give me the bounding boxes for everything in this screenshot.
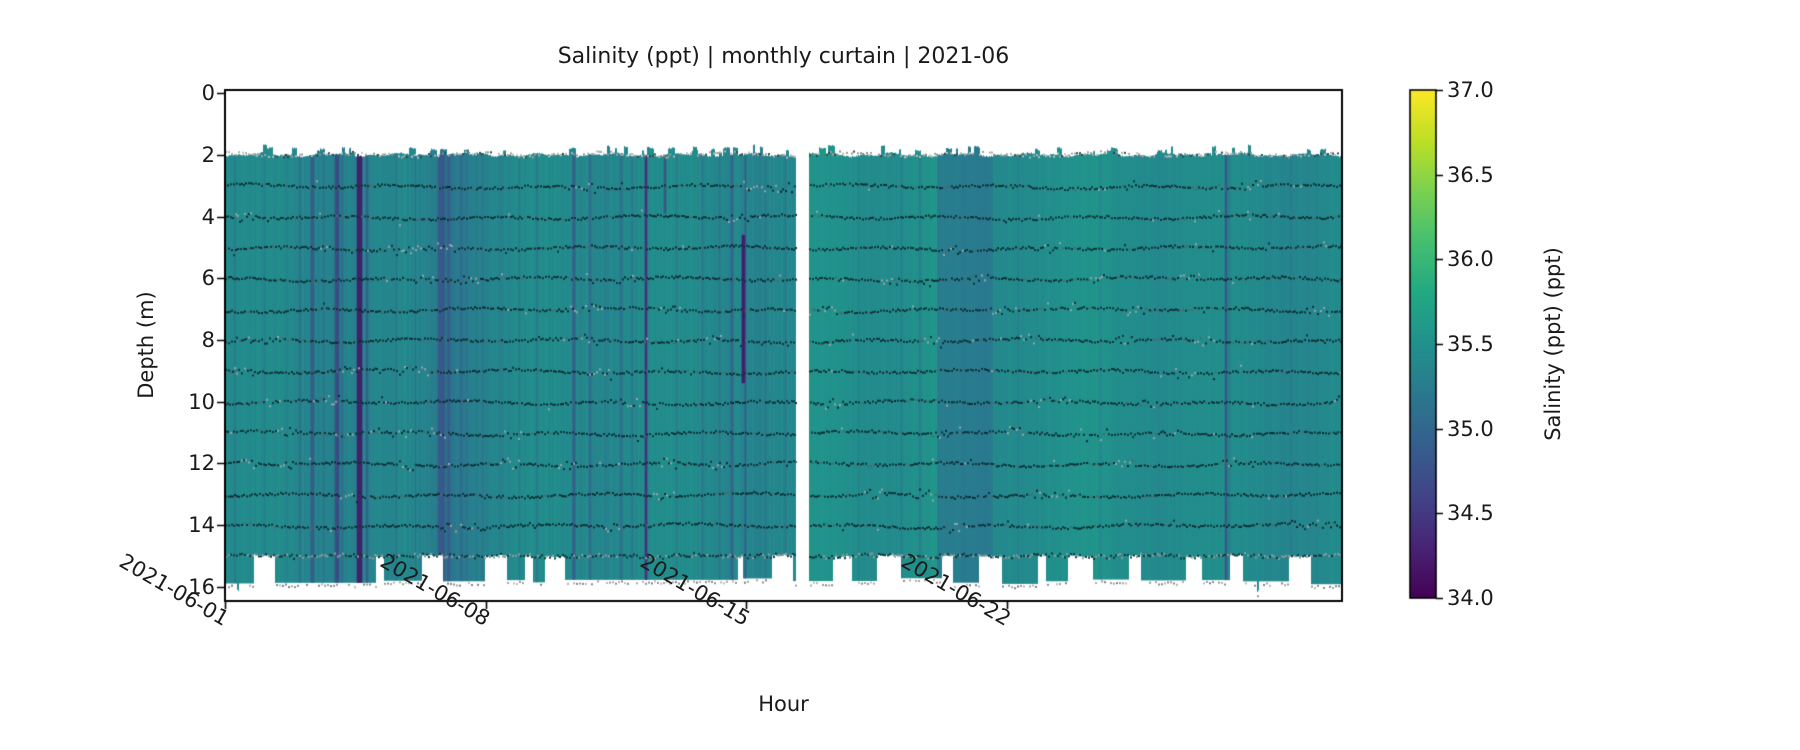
y-tick-label-4: 4 — [201, 204, 215, 229]
colorbar-tick-label-37.0: 37.0 — [1447, 78, 1494, 102]
y-tick-label-6: 6 — [201, 266, 215, 291]
y-tick-label-0: 0 — [201, 81, 215, 106]
y-tick-label-8: 8 — [201, 327, 215, 352]
colorbar-tick-label-34.0: 34.0 — [1447, 586, 1494, 610]
colorbar-tick-label-36.5: 36.5 — [1447, 162, 1494, 187]
colorbar-tick-label-34.5: 34.5 — [1447, 501, 1494, 526]
y-tick-label-12: 12 — [188, 451, 215, 476]
colorbar-tick-label-35.0: 35.0 — [1447, 416, 1494, 441]
y-tick-label-10: 10 — [188, 389, 215, 414]
colorbar-label: Salinity (ppt) (ppt) — [1541, 247, 1565, 441]
colorbar-tick-label-35.5: 35.5 — [1447, 332, 1494, 356]
colorbar-tick-label-36.0: 36.0 — [1447, 247, 1494, 272]
plot-title: Salinity (ppt) | monthly curtain | 2021-… — [557, 44, 1010, 69]
y-tick-label-16: 16 — [188, 574, 215, 599]
y-tick-label-14: 14 — [188, 513, 215, 538]
y-tick-label-2: 2 — [201, 142, 215, 167]
x-axis-label: Hour — [758, 692, 809, 716]
